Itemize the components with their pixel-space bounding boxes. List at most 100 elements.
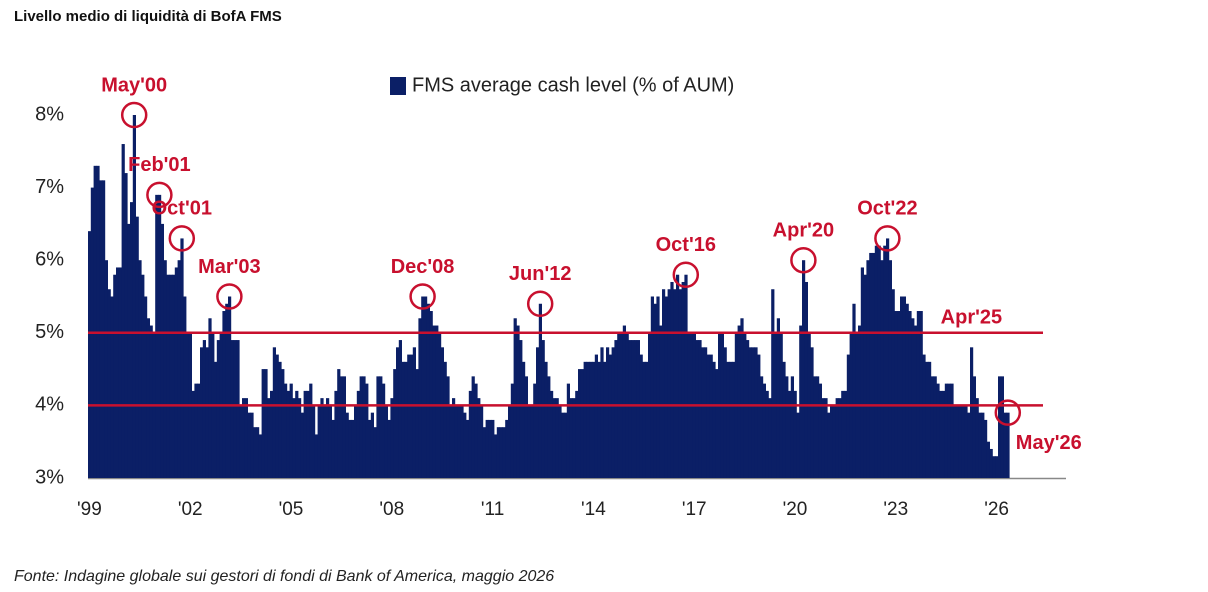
bar (877, 245, 881, 478)
annotation-circle (120, 101, 148, 129)
bar (802, 260, 806, 478)
bar (127, 223, 131, 478)
bar (384, 405, 388, 478)
footer: Fonte: Indagine globale sui gestori di f… (14, 568, 555, 585)
bar (415, 369, 419, 478)
bar (404, 361, 408, 478)
bar (953, 405, 957, 478)
bar (939, 390, 943, 478)
bar (261, 369, 265, 478)
bar (1000, 376, 1004, 478)
bar (782, 361, 786, 478)
bar (494, 434, 498, 478)
bar (1003, 412, 1007, 478)
bar (519, 340, 523, 478)
bar (796, 412, 800, 478)
bar (107, 289, 111, 478)
bar (726, 361, 730, 478)
bar (583, 361, 587, 478)
bar (740, 318, 744, 478)
bar (264, 369, 268, 478)
annotation-circle (216, 283, 243, 310)
bar (970, 347, 974, 478)
x-tick-label: '05 (279, 499, 304, 520)
bar (426, 303, 430, 478)
bar (603, 361, 607, 478)
bar (429, 311, 433, 478)
annotation-circle (994, 399, 1022, 426)
bar (681, 281, 685, 478)
bar (345, 412, 349, 478)
bar (236, 340, 240, 478)
bar (496, 427, 500, 478)
bar (706, 354, 710, 478)
bar (88, 231, 92, 478)
bar (250, 412, 254, 478)
bar (172, 274, 176, 478)
bar (502, 427, 506, 478)
y-tick-label: 7% (35, 176, 64, 198)
bar (118, 267, 122, 478)
bar (202, 340, 206, 478)
bar (933, 376, 937, 478)
bar (911, 318, 915, 478)
bar (295, 390, 299, 478)
bar (589, 361, 593, 478)
x-tick-label: '08 (379, 499, 404, 520)
x-tick-label: '20 (783, 499, 808, 520)
bar (222, 311, 226, 478)
bar (569, 398, 573, 478)
bar (793, 390, 797, 478)
bar (216, 340, 220, 478)
bar (348, 419, 352, 478)
bar (228, 296, 232, 478)
bar (673, 289, 677, 478)
bar (776, 318, 780, 478)
bar (678, 289, 682, 478)
bar (477, 398, 481, 478)
bar (197, 383, 201, 478)
bar (942, 390, 946, 478)
bar (309, 383, 313, 478)
bar (631, 340, 635, 478)
bar (466, 419, 470, 478)
bar (712, 361, 716, 478)
bar (869, 252, 873, 478)
x-tick-label: '11 (481, 499, 504, 520)
bar (676, 274, 680, 478)
bar (536, 347, 540, 478)
bar (827, 412, 831, 478)
bar (883, 245, 887, 478)
bar (914, 325, 918, 478)
bar (852, 303, 856, 478)
bar (967, 412, 971, 478)
bar (768, 398, 772, 478)
bar (116, 267, 120, 478)
bar (662, 289, 666, 478)
bar (177, 260, 181, 478)
bar (460, 405, 464, 478)
bar (516, 325, 520, 478)
bar (541, 340, 545, 478)
bar (424, 296, 428, 478)
bar (452, 398, 456, 478)
bar (275, 354, 279, 478)
annotation-circle (409, 283, 436, 310)
bar (289, 383, 293, 478)
bar (538, 303, 542, 478)
bar (684, 274, 688, 478)
annotation-label: May'00 (101, 74, 167, 96)
bar (757, 354, 761, 478)
bar (303, 390, 307, 478)
annotation-label: May'26 (1016, 432, 1082, 454)
bar (328, 405, 332, 478)
x-tick-label: '23 (883, 499, 908, 520)
annotation-label: Oct'01 (152, 198, 212, 220)
bar (205, 347, 209, 478)
bar (284, 383, 288, 478)
bar (267, 398, 271, 478)
bar (454, 405, 458, 478)
bar (762, 383, 766, 478)
bar (771, 289, 775, 478)
bar (608, 354, 612, 478)
